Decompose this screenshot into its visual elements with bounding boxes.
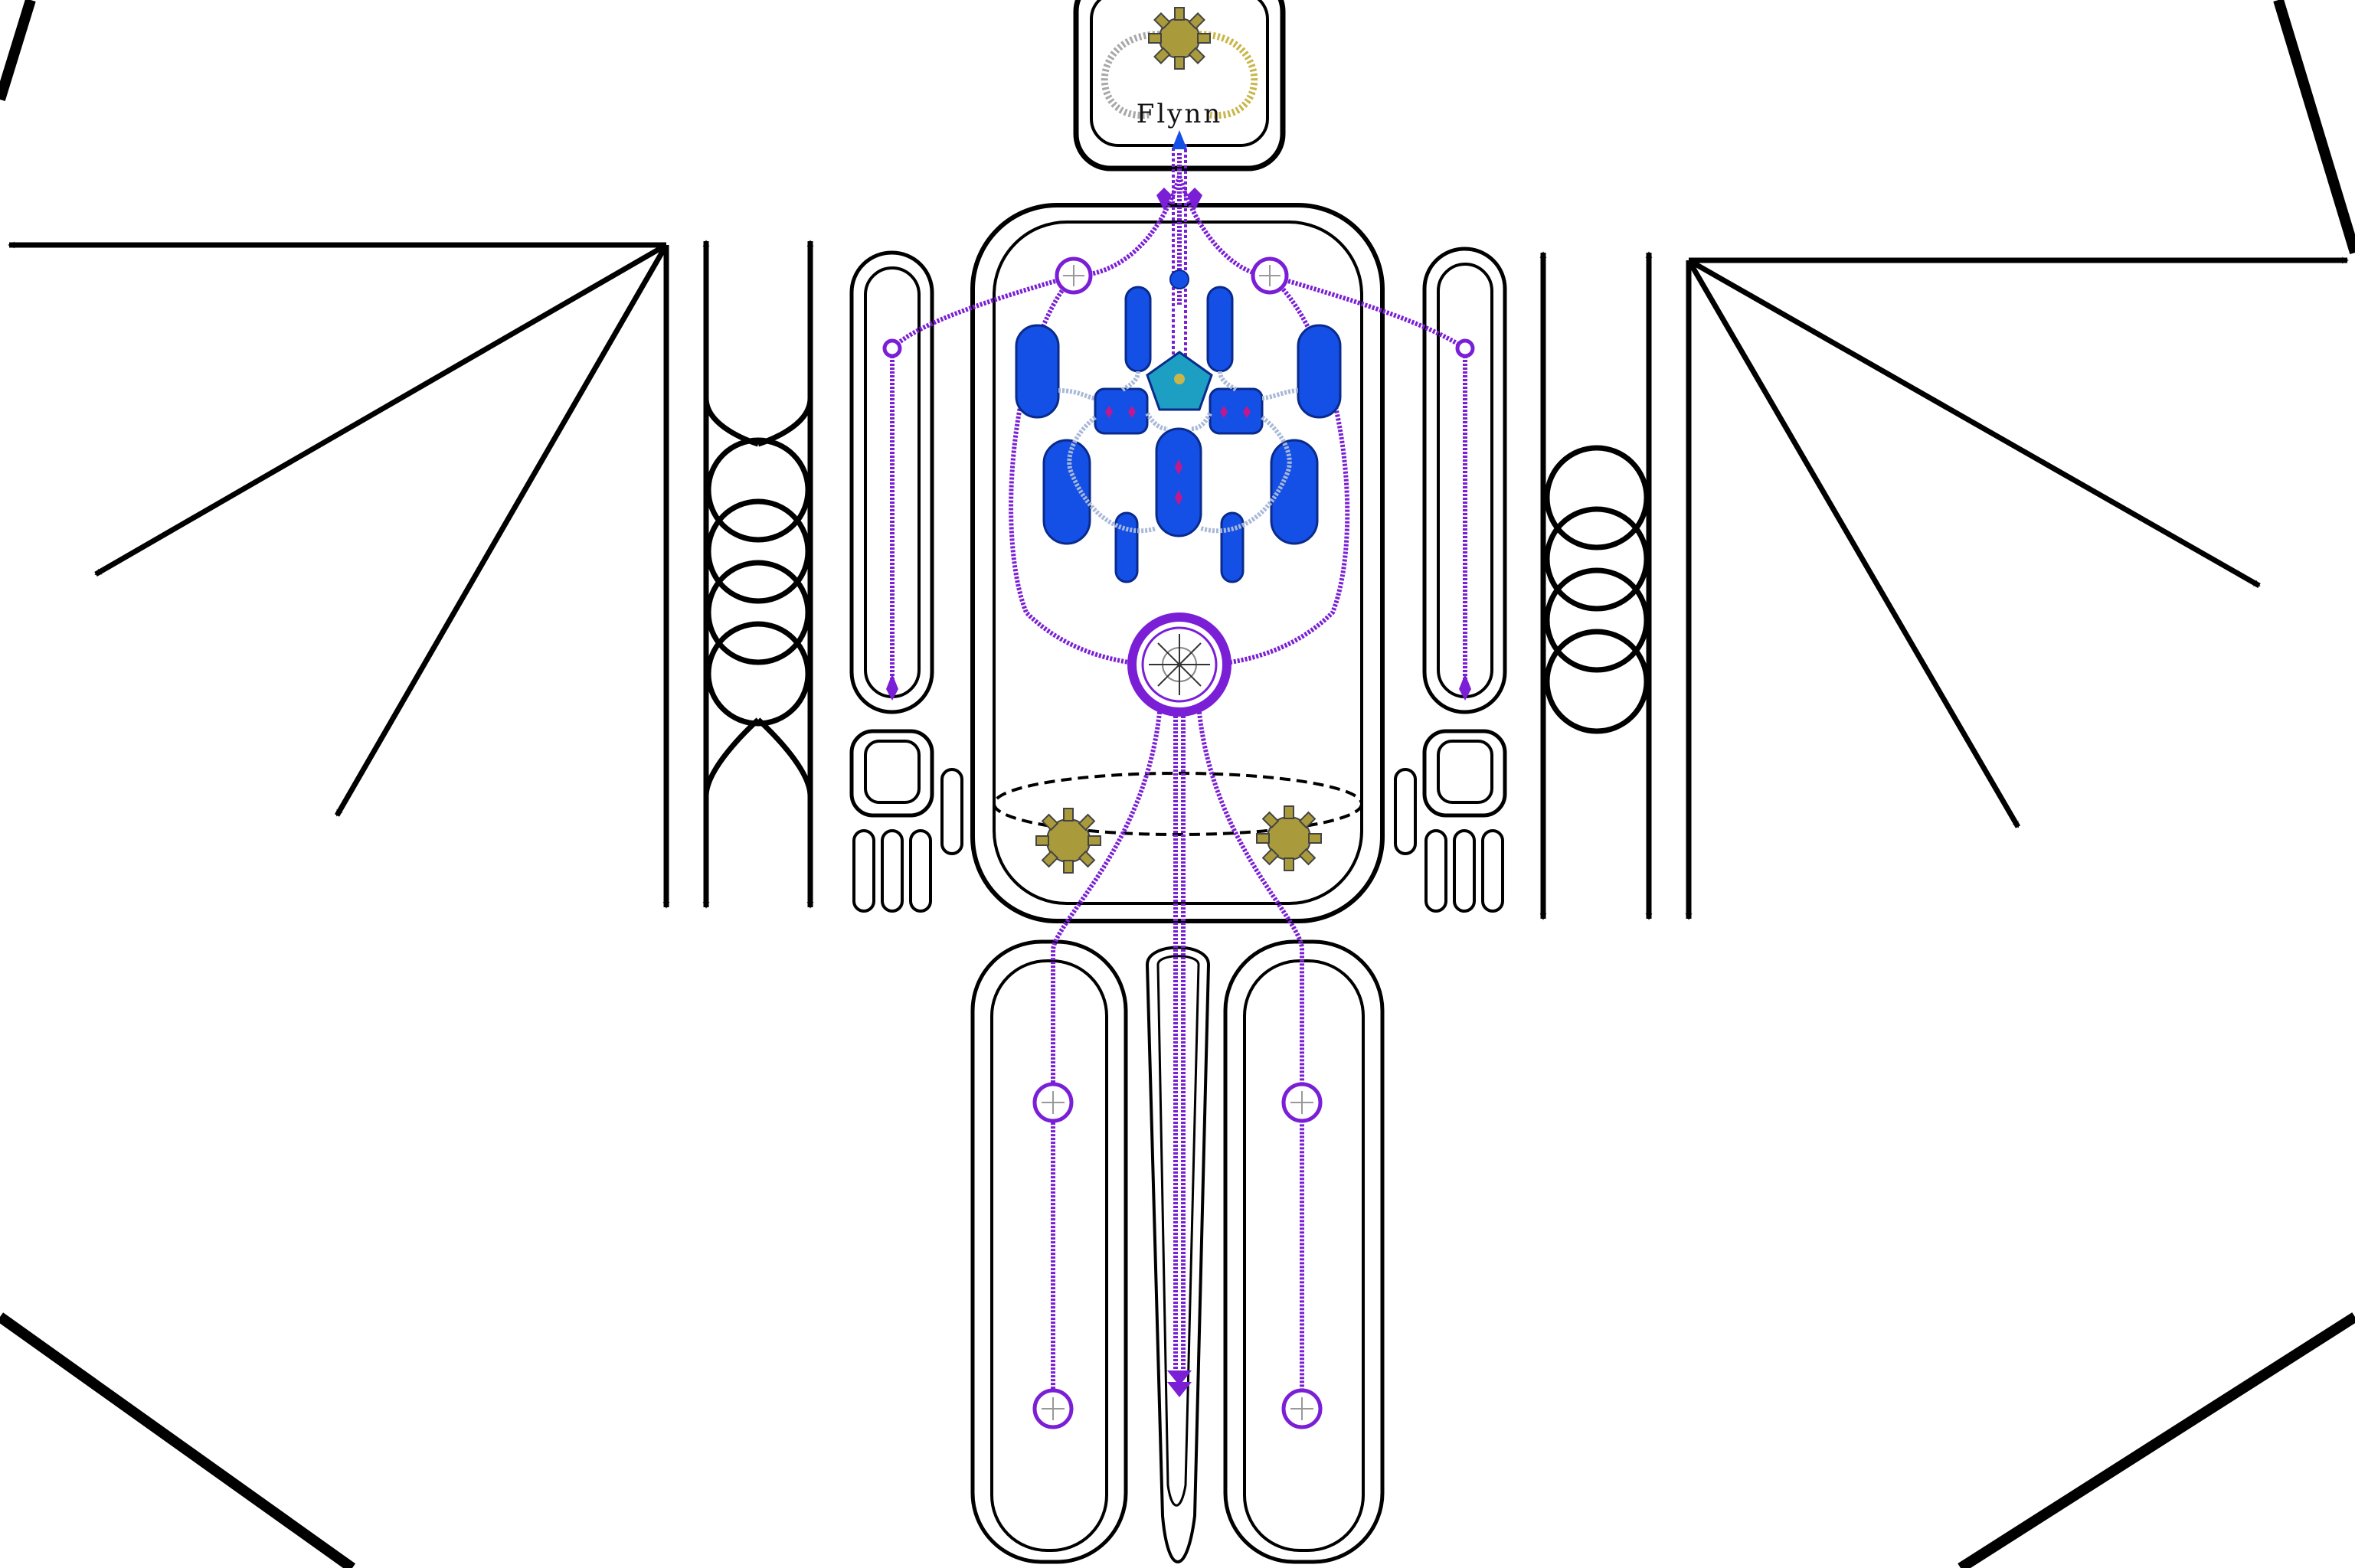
right-wing <box>1539 251 2349 920</box>
gear-icon <box>1148 7 1211 70</box>
gear-icon <box>1256 805 1322 871</box>
figure-name: Flynn <box>1137 99 1222 129</box>
arm-pulse-markers <box>886 674 1471 701</box>
diamond-markers <box>1105 406 1251 505</box>
legs <box>970 939 1385 1564</box>
purple-network <box>890 153 1467 1409</box>
heart-icon <box>1146 351 1213 411</box>
core-wheel-icon <box>1127 612 1231 717</box>
left-wing <box>8 240 814 909</box>
right-arm <box>1394 247 1507 913</box>
wheel-spokes <box>1042 265 1313 1420</box>
organ-links <box>1058 371 1299 534</box>
right-coil <box>1544 445 1650 734</box>
spine <box>1156 130 1202 1397</box>
gear-icon <box>1035 808 1101 874</box>
organs <box>1015 286 1342 583</box>
left-coil <box>703 397 813 797</box>
left-arm <box>849 250 963 913</box>
